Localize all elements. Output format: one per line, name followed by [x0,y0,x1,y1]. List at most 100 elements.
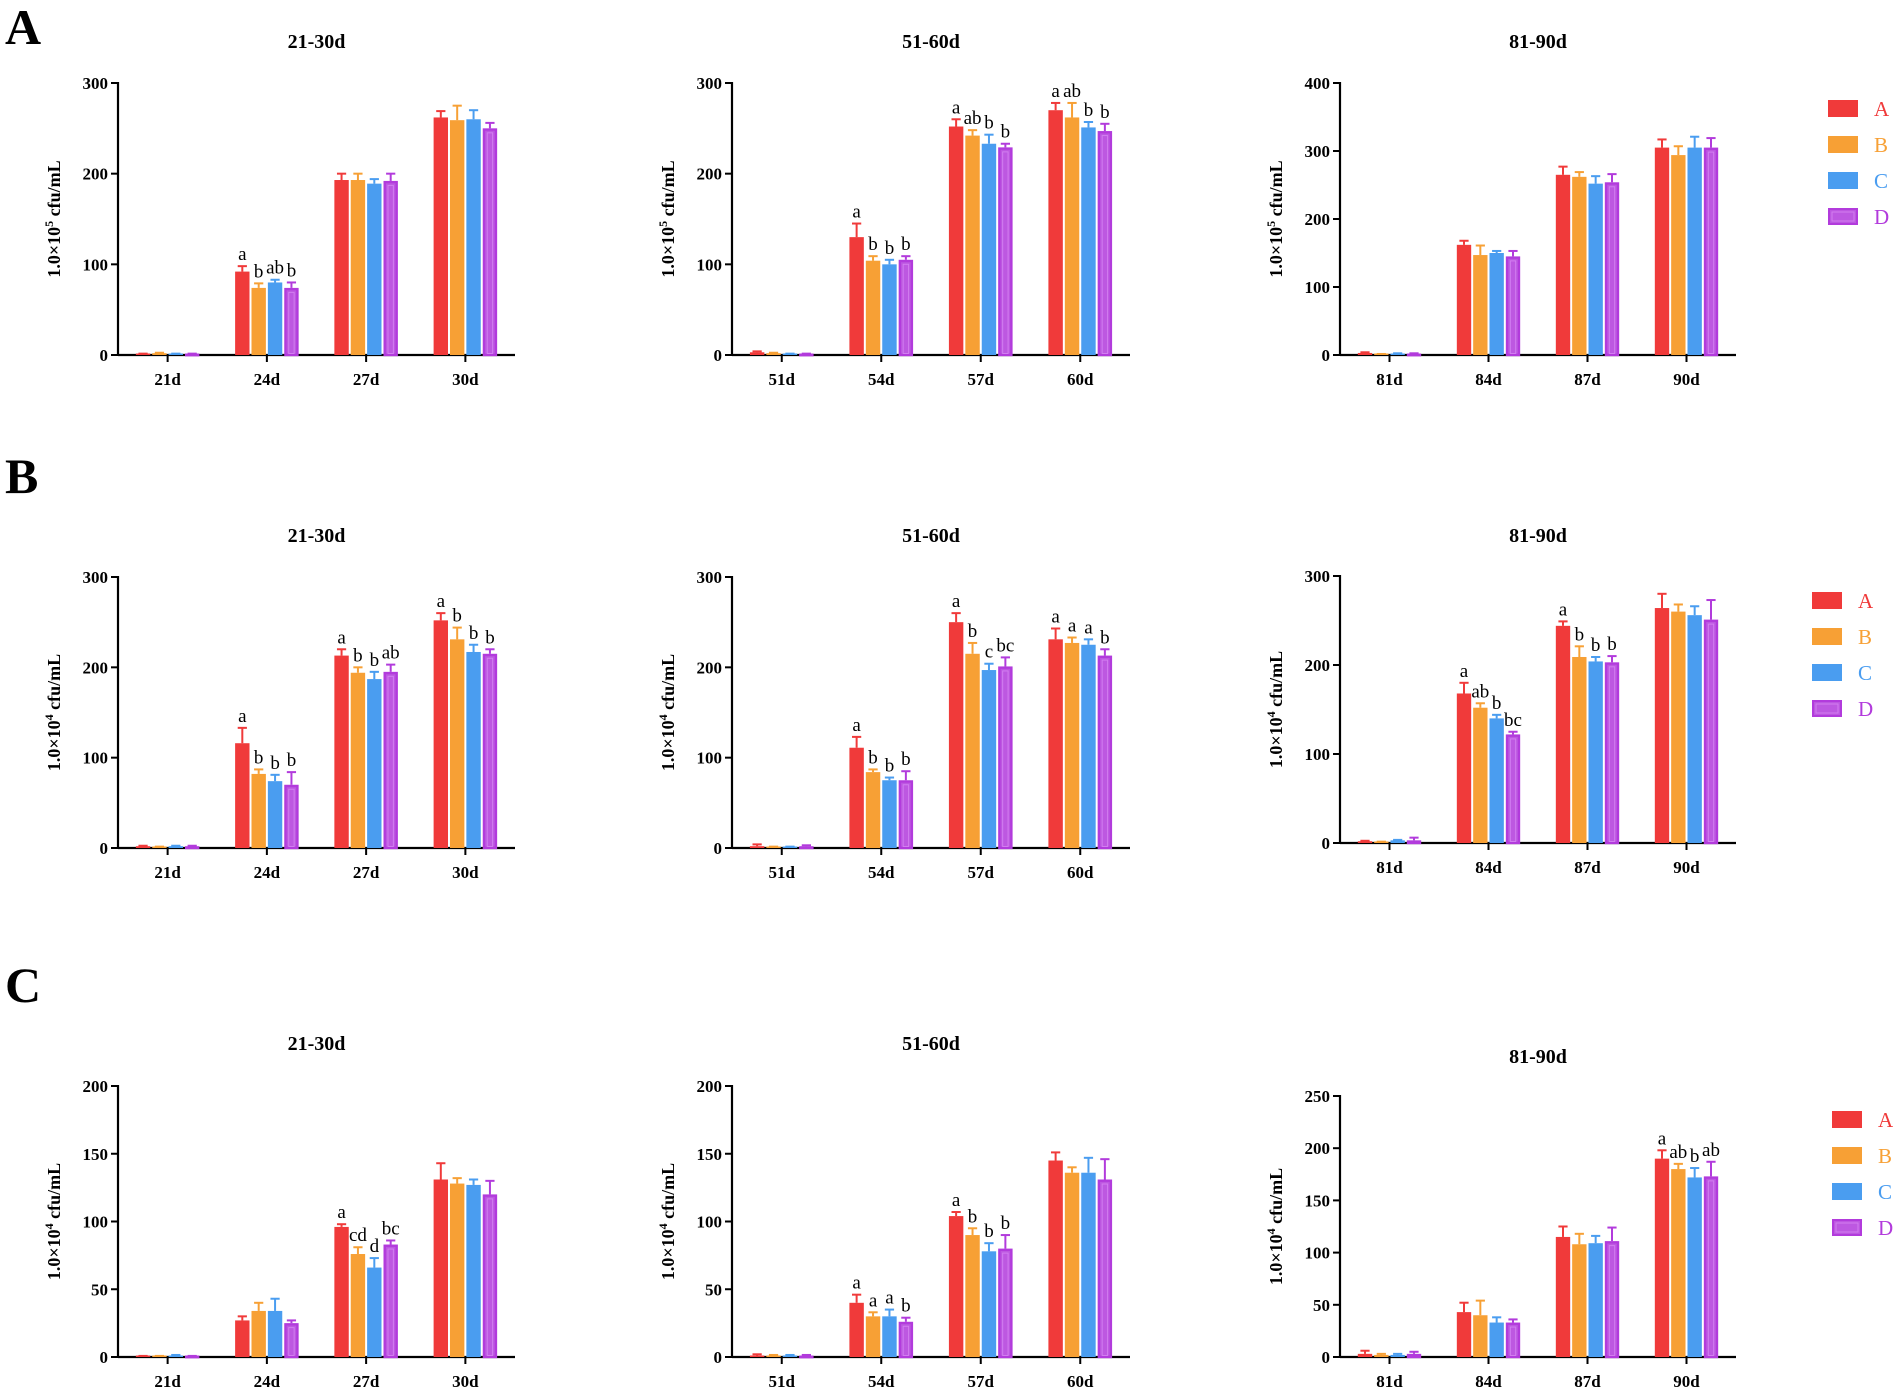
y-tick-label: 300 [1305,142,1331,161]
significance-label: ab [382,643,400,664]
legend-label-d: D [1878,1216,1893,1240]
bar-c-51d [782,1355,798,1357]
bar-a-84d [1456,693,1472,843]
chart-title: 21-30d [288,1033,346,1055]
y-tick-label: 100 [697,1213,723,1232]
significance-label: a [885,1288,894,1309]
significance-label: b [885,756,895,777]
legend-swatch-b [1812,628,1842,645]
legend-swatch-d [1832,1219,1862,1236]
bar-c-27d [367,679,382,848]
bar-inner-outline [1707,1180,1715,1356]
significance-label: a [238,706,247,727]
x-tick-label: 87d [1574,858,1601,877]
x-tick-label: 81d [1376,858,1403,877]
y-tick-label: 100 [1305,1244,1331,1263]
y-tick-label: 300 [697,74,723,93]
bar-b-24d [251,773,266,848]
bar-c-87d [1588,183,1603,355]
y-tick-label: 100 [697,749,723,768]
y-tick-label: 0 [1322,346,1331,365]
chart-title: 21-30d [288,525,346,547]
significance-label: a [1460,661,1469,682]
bar-c-57d [981,143,997,355]
x-tick-label: 51d [769,370,796,389]
significance-label: b [1492,693,1502,714]
y-axis-label: 1.0×105 cfu/mL [656,160,678,277]
bar-c-81d [1390,840,1405,843]
bar-c-84d [1489,253,1504,355]
bar-a-87d [1555,1236,1571,1357]
bar-c-84d [1489,1322,1504,1357]
bar-b-57d [965,653,980,848]
y-axis-label: 1.0×105 cfu/mL [1264,160,1286,277]
bar-inner-outline [387,184,394,354]
bar-d-51d [799,846,814,850]
y-tick-label: 200 [1305,210,1331,229]
y-axis-label: 1.0×104 cfu/mL [656,654,678,771]
bar-c-57d [981,1251,997,1357]
y-tick-label: 0 [714,1348,723,1367]
x-tick-label: 30d [452,863,479,882]
significance-label: b [968,621,978,642]
legend-label-a: A [1878,1108,1894,1132]
bar-inner-outline [486,1198,494,1357]
bar-a-30d [433,1179,449,1357]
bar-d-24d [284,287,299,357]
bar-a-24d [235,743,250,848]
y-tick-label: 0 [714,346,723,365]
bar-c-87d [1588,661,1603,843]
significance-label: a [1068,616,1077,637]
x-tick-label: 60d [1067,370,1094,389]
legend-label-d: D [1874,205,1889,229]
x-tick-label: 54d [868,1372,895,1391]
y-tick-label: 300 [83,568,109,587]
bar-d-60d [1097,1179,1113,1359]
x-tick-label: 51d [769,863,796,882]
y-tick-label: 400 [1305,74,1331,93]
y-tick-label: 150 [697,1145,723,1164]
significance-label: a [1559,599,1568,620]
bar-a-21d [135,846,151,848]
y-axis-label: 1.0×104 cfu/mL [42,654,64,771]
bar-a-60d [1048,1160,1063,1357]
y-axis-label: 1.0×105 cfu/mL [42,160,64,277]
chart-title: 21-30d [288,31,346,53]
bar-c-87d [1588,1243,1603,1357]
significance-label: b [984,1221,994,1242]
legend-swatch-c [1832,1183,1862,1200]
bar-a-81d [1357,841,1373,843]
x-tick-label: 87d [1574,370,1601,389]
panel-letter-c: C [5,957,41,1013]
bar-b-84d [1473,707,1488,843]
bar-inner-outline [1002,151,1009,354]
bar-c-90d [1687,147,1702,355]
bar-b-54d [865,260,881,355]
bar-a-60d [1048,639,1063,848]
bar-c-90d [1687,615,1702,843]
y-tick-label: 100 [83,1213,109,1232]
significance-label: a [337,1202,346,1223]
legend-label-c: C [1878,1180,1892,1204]
panel-letter-b: B [5,448,38,504]
bar-inner-outline [1509,260,1517,354]
significance-label: b [868,747,878,768]
legend-swatch-a [1812,592,1842,609]
bar-b-30d [449,1183,465,1357]
bar-inner-outline [1509,738,1517,842]
bar-inner-outline [288,291,295,355]
bar-b-90d [1671,1169,1686,1357]
bar-a-90d [1654,608,1670,843]
legend-swatch-a [1828,100,1858,117]
y-tick-label: 300 [697,568,723,587]
bar-b-54d [865,772,881,848]
x-tick-label: 54d [868,863,895,882]
significance-label: a [869,1290,878,1311]
bar-inner-outline [1101,659,1109,848]
bar-d-84d [1505,1322,1521,1359]
legend-label-b: B [1874,133,1888,157]
